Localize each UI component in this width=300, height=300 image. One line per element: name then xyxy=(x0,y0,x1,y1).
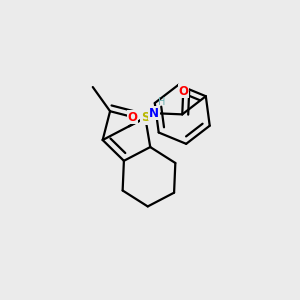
Text: N: N xyxy=(149,107,159,120)
Text: S: S xyxy=(141,111,149,124)
Text: H: H xyxy=(158,97,165,107)
Text: O: O xyxy=(178,85,188,98)
Text: O: O xyxy=(128,110,137,124)
